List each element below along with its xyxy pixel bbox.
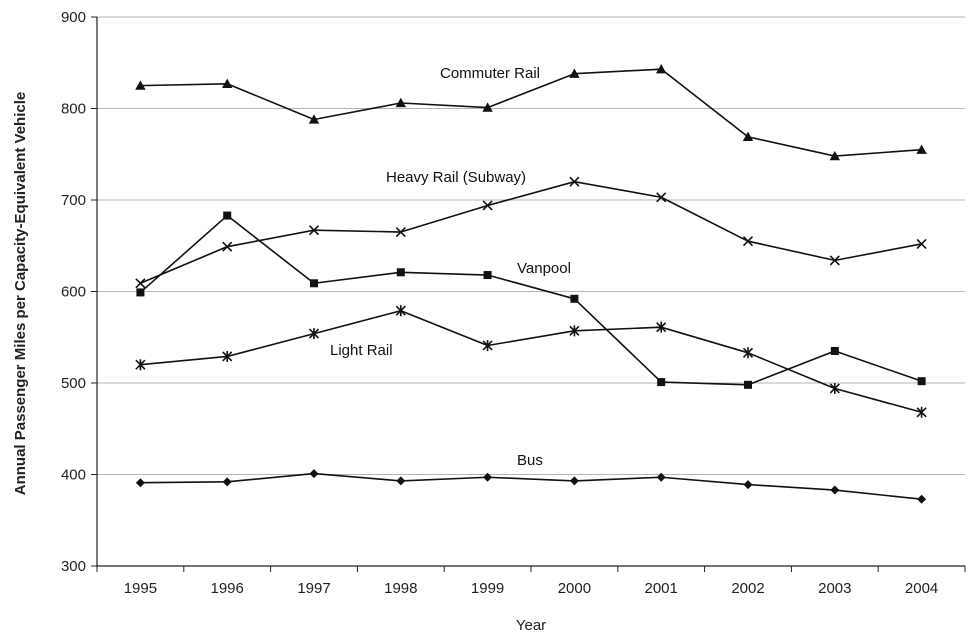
data-point xyxy=(482,200,493,211)
y-tick-label: 600 xyxy=(61,284,86,301)
data-point xyxy=(917,494,927,504)
series-line xyxy=(140,180,922,285)
data-point xyxy=(395,305,406,317)
y-axis-title: Annual Passenger Miles per Capacity-Equi… xyxy=(12,92,29,495)
data-point xyxy=(135,359,146,371)
data-point xyxy=(656,63,667,74)
data-point xyxy=(395,97,406,108)
data-point xyxy=(916,238,927,249)
data-point xyxy=(656,192,667,203)
series-vanpool xyxy=(136,211,926,389)
data-point xyxy=(308,225,320,236)
x-tick-label: 1996 xyxy=(211,580,244,597)
data-point xyxy=(657,378,666,387)
data-point xyxy=(569,176,580,187)
data-point xyxy=(222,350,233,362)
series-heavy-rail-subway xyxy=(135,176,927,289)
data-point xyxy=(569,325,580,337)
data-point xyxy=(136,288,145,297)
y-tick-labels: 300 400 500 600 700 800 900 xyxy=(61,9,86,575)
x-tick-label: 1995 xyxy=(124,580,157,597)
data-point xyxy=(309,469,319,479)
data-point xyxy=(829,150,840,161)
data-point xyxy=(656,321,667,333)
x-tick-label: 1998 xyxy=(384,580,417,597)
data-point xyxy=(916,406,927,418)
x-tick-label: 2002 xyxy=(731,580,764,597)
x-tick-label: 1997 xyxy=(297,580,330,597)
data-point xyxy=(830,346,839,355)
data-point xyxy=(742,131,754,142)
data-point xyxy=(135,278,146,289)
data-point xyxy=(483,472,493,482)
series-line xyxy=(139,214,922,386)
data-point xyxy=(483,271,492,280)
data-point xyxy=(829,255,840,266)
data-point xyxy=(916,144,927,154)
series-labels: Commuter Rail Heavy Rail (Subway) Vanpool L… xyxy=(330,65,571,469)
data-point xyxy=(830,485,840,495)
data-point xyxy=(308,114,320,124)
data-point xyxy=(482,339,493,351)
y-tick-label: 800 xyxy=(61,101,86,118)
data-point xyxy=(308,328,320,340)
x-tick-label: 2003 xyxy=(818,580,851,597)
data-point xyxy=(135,478,145,488)
y-tick-label: 500 xyxy=(61,375,86,392)
data-point xyxy=(569,68,580,78)
data-point xyxy=(396,476,406,486)
series-group xyxy=(135,63,927,504)
data-point xyxy=(742,236,754,247)
data-point xyxy=(222,477,232,487)
data-point xyxy=(395,226,406,238)
data-point xyxy=(917,377,926,386)
series-label: Vanpool xyxy=(517,260,571,277)
data-point xyxy=(569,476,579,486)
x-tick-label: 2004 xyxy=(905,580,938,597)
y-tick-label: 400 xyxy=(61,467,86,484)
x-tick-label: 1999 xyxy=(471,580,504,597)
y-tick-label: 700 xyxy=(61,192,86,209)
data-point xyxy=(570,294,579,303)
data-point xyxy=(396,268,405,277)
series-bus xyxy=(135,469,927,504)
data-point xyxy=(222,241,233,252)
data-point xyxy=(310,279,318,288)
series-label: Bus xyxy=(517,452,543,469)
data-point xyxy=(223,211,232,220)
series-line xyxy=(140,472,922,501)
x-tick-labels: 1995 1996 1997 1998 1999 2000 2001 2002 2003 2004 xyxy=(124,580,939,597)
data-point xyxy=(829,382,840,394)
data-point xyxy=(742,347,754,359)
series-label: Light Rail xyxy=(330,342,393,359)
data-point xyxy=(222,78,233,88)
x-axis-title: Year xyxy=(516,617,546,634)
series-line xyxy=(140,309,922,414)
y-tick-label: 300 xyxy=(61,558,86,575)
series-light-rail xyxy=(135,305,927,418)
x-tick-label: 2001 xyxy=(645,580,678,597)
axes xyxy=(91,16,966,572)
series-label: Heavy Rail (Subway) xyxy=(386,169,526,186)
gridlines xyxy=(97,16,965,475)
data-point xyxy=(743,480,753,490)
series-commuter-rail xyxy=(135,63,927,161)
y-tick-label: 900 xyxy=(61,9,86,26)
data-point xyxy=(744,380,752,389)
data-point xyxy=(482,102,493,112)
series-line xyxy=(140,68,922,157)
series-label: Commuter Rail xyxy=(440,65,540,82)
data-point xyxy=(656,472,666,482)
x-tick-label: 2000 xyxy=(558,580,591,597)
data-point xyxy=(135,80,146,90)
